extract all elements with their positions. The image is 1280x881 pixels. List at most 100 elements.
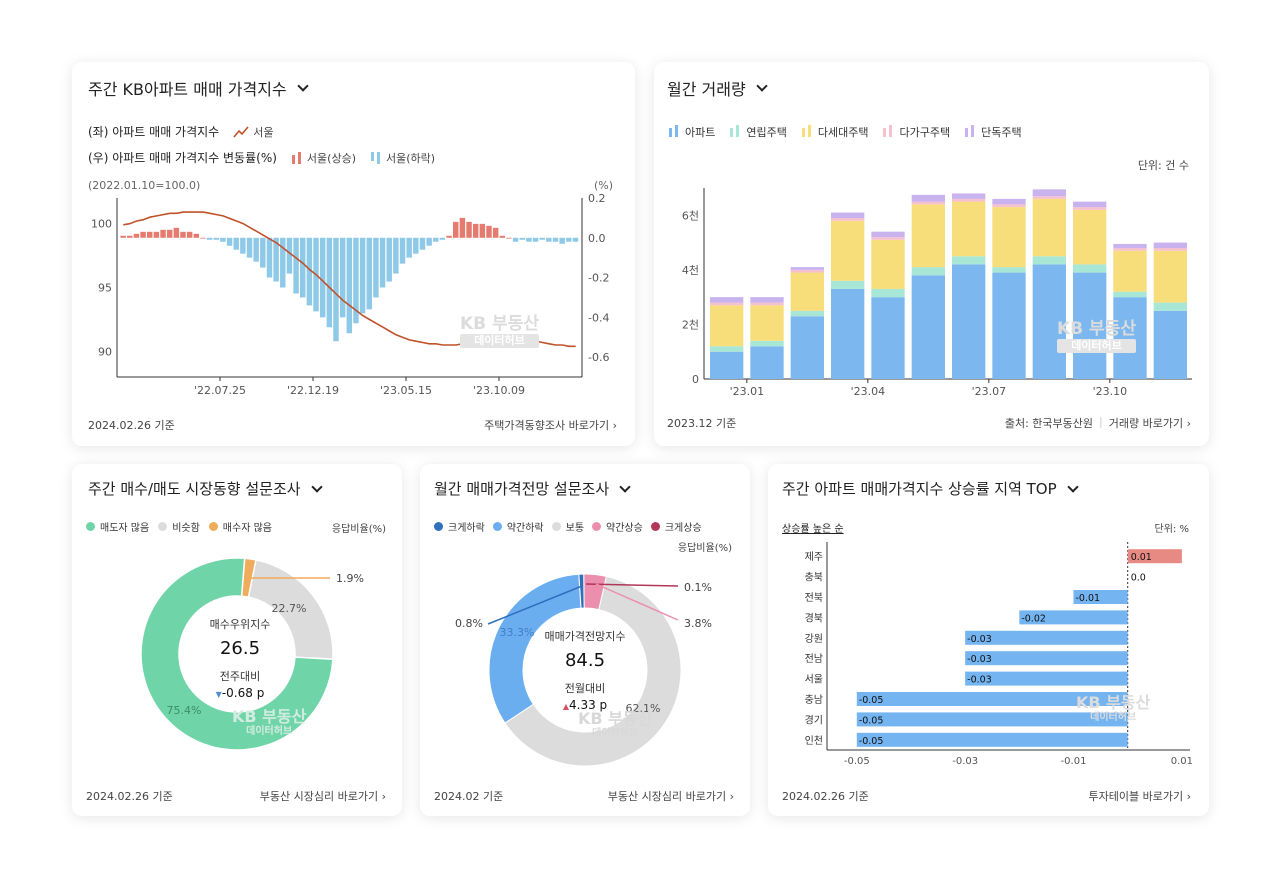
region-bar <box>965 651 1128 666</box>
change-bar <box>293 237 299 294</box>
bar-down-legend-icon <box>371 151 380 164</box>
change-bar <box>173 227 180 238</box>
legend-item[interactable]: 단독주택 <box>964 124 1022 140</box>
sort-label[interactable]: 상승률 높은 순 <box>782 524 844 535</box>
card-title-dropdown[interactable]: 월간 거래량 <box>667 76 768 100</box>
change-bar <box>193 233 200 238</box>
x-tick-label: '23.04 <box>851 385 886 398</box>
legend-item[interactable]: 다가구주택 <box>882 124 950 140</box>
bar-legend-icon <box>964 124 976 140</box>
bar-legend-icon <box>882 124 894 140</box>
change-bar <box>459 217 466 238</box>
sentiment-link[interactable]: 부동산 시장심리 바로가기 › <box>259 790 386 803</box>
region-label: 인천 <box>805 735 823 747</box>
change-bar <box>492 227 499 238</box>
legend-item[interactable]: 보통 <box>551 519 584 534</box>
legend-item[interactable]: 매도자 많음 <box>86 519 149 534</box>
stacked-bar-segment <box>911 194 945 202</box>
value-label: -0.05 <box>859 695 884 706</box>
stacked-bar-segment <box>790 316 824 379</box>
stacked-bar-segment <box>831 212 865 219</box>
change-bar <box>433 237 439 242</box>
outlook-legend: 크게하락 약간하락 보통 약간상승 크게상승 <box>434 519 702 534</box>
footer-date: 2024.02.26 기준 <box>782 790 869 803</box>
card-title-dropdown[interactable]: 월간 매매가격전망 설문조사 <box>434 478 631 499</box>
region-bar-chart: 제주 0.01 충북 0.0 전북 -0.01 경북 -0.02 강원 -0.03 전남 -0.03 서… <box>805 542 1193 766</box>
slice-label: 22.7% <box>272 602 307 615</box>
region-label: 충남 <box>805 694 823 706</box>
change-bar <box>300 237 306 298</box>
region-label: 충북 <box>805 572 823 584</box>
stacked-bar-segment <box>1073 264 1107 273</box>
y-tick-label-right: 0.0 <box>588 232 606 245</box>
region-label: 강원 <box>805 633 823 645</box>
chevron-down-icon <box>619 480 631 493</box>
change-bar <box>539 237 545 240</box>
card-title-dropdown[interactable]: 주간 매수/매도 시장동향 설문조사 <box>88 478 323 499</box>
slice-label: 62.1% <box>626 702 661 715</box>
slice-label: 1.9% <box>336 572 364 585</box>
legend-item[interactable]: 연립주택 <box>729 124 787 140</box>
compare-value: 4.33 p <box>569 698 608 712</box>
value-label: -0.02 <box>1021 613 1046 624</box>
y-tick-label-right: -0.2 <box>588 272 609 285</box>
right-axis-label: (우) 아파트 매매 가격지수 변동률(%) <box>88 151 277 165</box>
housing-survey-link[interactable]: 주택가격동향조사 바로가기 › <box>484 419 617 432</box>
change-bar <box>280 237 286 288</box>
change-bar <box>552 237 559 242</box>
change-bar <box>339 237 346 318</box>
center-label: 매수우위지수 <box>209 618 271 631</box>
stacked-bar-segment <box>710 351 744 379</box>
stacked-bar-segment <box>1113 297 1147 379</box>
legend-item[interactable]: 비슷함 <box>158 519 200 534</box>
legend-label: 매수자 많음 <box>222 523 272 534</box>
chevron-down-icon <box>756 80 768 92</box>
change-bar <box>472 223 479 238</box>
change-bar <box>413 237 419 254</box>
legend-label: 비슷함 <box>172 523 200 534</box>
stacked-bar-segment <box>992 207 1026 268</box>
x-tick-label: '23.10 <box>1093 385 1128 398</box>
volume-link[interactable]: 거래량 바로가기 › <box>1108 417 1191 430</box>
change-bar <box>140 231 146 238</box>
legend-item[interactable]: 약간상승 <box>592 519 643 534</box>
stacked-bar-segment <box>871 239 905 289</box>
card-title-dropdown[interactable]: 주간 아파트 매매가격지수 상승률 지역 TOP <box>782 478 1079 499</box>
stacked-bar-segment <box>1032 256 1066 265</box>
legend-label: 다세대주택 <box>817 126 869 139</box>
y-tick-label-left: 95 <box>98 282 112 295</box>
legend-dot-icon <box>492 522 502 531</box>
legend-seoul: 서울 <box>253 125 274 139</box>
legend-item[interactable]: 약간하락 <box>492 519 544 534</box>
stacked-bar-segment <box>790 269 824 273</box>
legend-dot-icon <box>592 522 602 531</box>
change-bar <box>200 237 206 239</box>
card-title-dropdown[interactable]: 주간 KB아파트 매매 가격지수 <box>88 76 309 100</box>
region-label: 제주 <box>805 551 823 563</box>
sentiment-link[interactable]: 부동산 시장심리 바로가기 › <box>607 790 734 803</box>
legend-item[interactable]: 매수자 많음 <box>208 519 272 534</box>
value-label: -0.05 <box>859 715 884 726</box>
stacked-bar-segment <box>1113 243 1147 249</box>
watermark: KB 부동산 데이터허브 <box>232 707 307 737</box>
x-tick-label: '22.07.25 <box>194 384 246 397</box>
legend-item[interactable]: 다세대주택 <box>801 124 869 140</box>
stacked-bar-segment <box>1073 209 1107 265</box>
slice-label: 33.3% <box>500 626 535 639</box>
region-label: 경북 <box>805 611 823 624</box>
change-bar <box>426 237 432 246</box>
legend-dot-icon <box>86 522 95 531</box>
value-label: 0.0 <box>1131 573 1146 584</box>
card-title: 월간 매매가격전망 설문조사 <box>434 480 610 498</box>
legend-item[interactable]: 크게상승 <box>650 519 702 534</box>
region-bar <box>856 732 1128 747</box>
x-tick-label: '23.01 <box>730 385 765 398</box>
investment-table-link[interactable]: 투자테이블 바로가기 › <box>1088 790 1191 803</box>
stacked-bar-segment <box>790 267 824 270</box>
legend-item[interactable]: 아파트 <box>668 124 715 140</box>
stacked-bar-segment <box>831 218 865 221</box>
x-tick-label: -0.05 <box>844 756 870 766</box>
legend-item[interactable]: 크게하락 <box>434 519 485 534</box>
slice-label: 3.8% <box>684 617 712 630</box>
change-bar <box>206 237 213 240</box>
